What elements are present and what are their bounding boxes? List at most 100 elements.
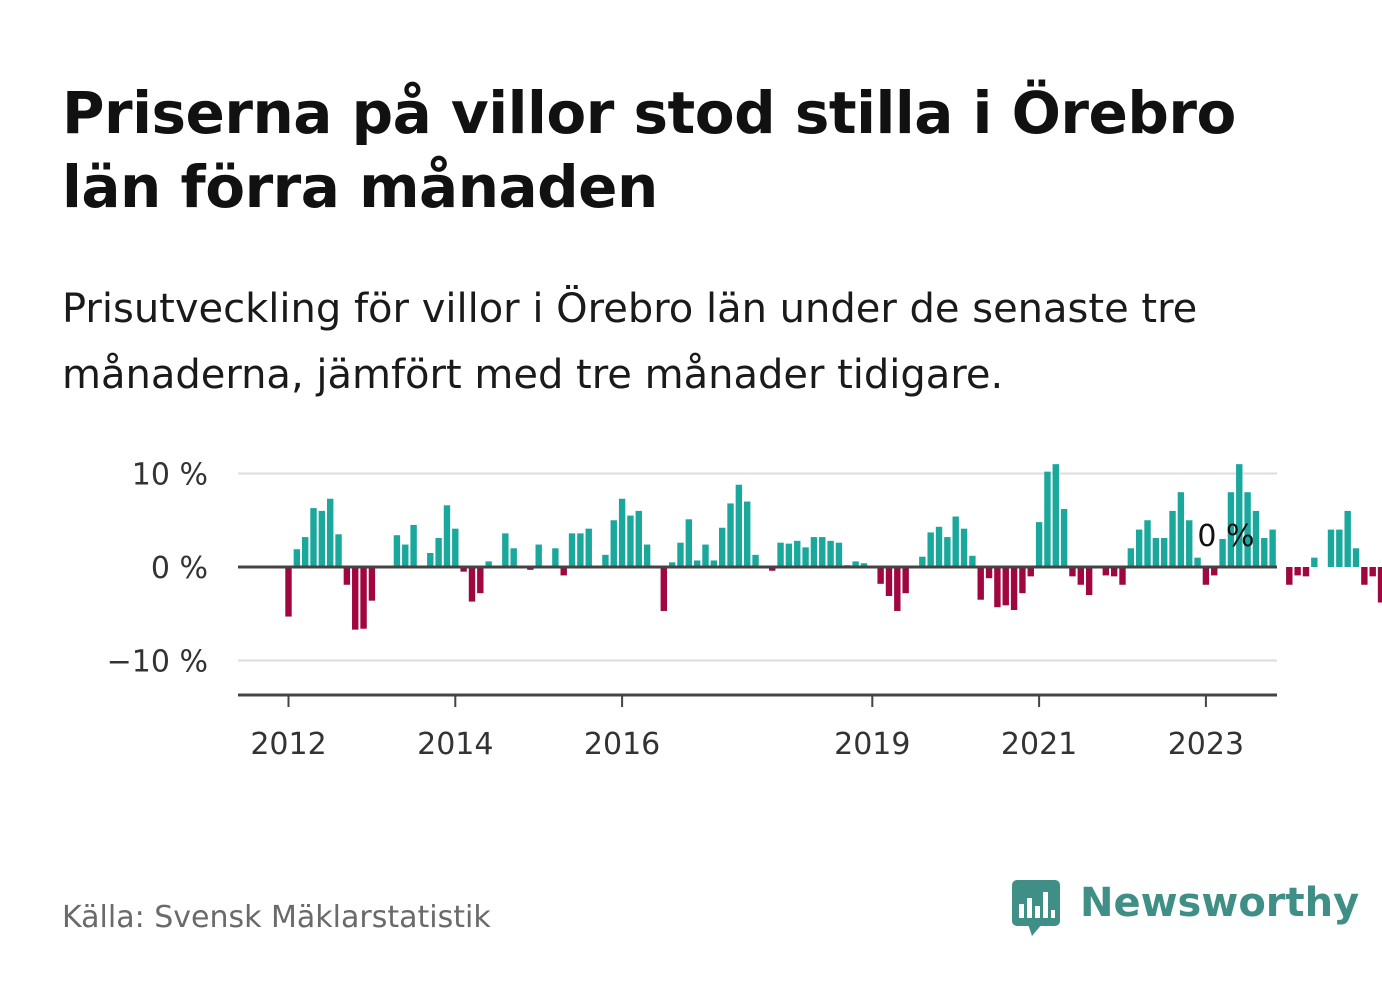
bar (1002, 567, 1009, 606)
bar (1060, 509, 1068, 567)
bar (1261, 538, 1268, 567)
bar (977, 567, 984, 600)
bar (785, 543, 793, 568)
bar-chart: 10 % 0 % −10 % 2012 2014 2016 2019 2021 2023 0 … (107, 458, 1382, 762)
bar (1085, 567, 1093, 596)
bar (802, 547, 809, 567)
bar (668, 562, 676, 567)
bar (1161, 538, 1168, 567)
bar (1269, 529, 1276, 567)
source-note: Källa: Svensk Mäklarstatistik (62, 900, 491, 935)
latest-value-label: 0 % (1197, 519, 1254, 554)
y-tick-label: −10 % (107, 645, 208, 680)
bar (952, 516, 959, 567)
bar (335, 534, 342, 568)
bar (1135, 529, 1143, 567)
bar (427, 552, 434, 567)
bar (1344, 510, 1351, 567)
bar (343, 567, 351, 585)
bar (293, 549, 301, 567)
bar (827, 540, 834, 567)
bar (643, 544, 651, 567)
bar (410, 524, 417, 567)
bar (1352, 548, 1360, 567)
bar (627, 515, 634, 567)
bar (360, 567, 367, 629)
bar (885, 567, 893, 596)
bar (602, 554, 609, 567)
bar (927, 532, 934, 567)
bar (744, 501, 751, 567)
bar (1052, 464, 1059, 567)
bar (1219, 538, 1226, 567)
x-tick-label: 2014 (417, 727, 493, 762)
newsworthy-icon (1012, 880, 1060, 936)
bar (477, 567, 484, 594)
bar (535, 544, 542, 567)
bar (510, 548, 517, 567)
bar (1077, 567, 1084, 585)
bar (718, 527, 726, 567)
bar (568, 533, 576, 567)
bar (769, 567, 776, 571)
bar (810, 537, 818, 567)
bar (960, 528, 968, 567)
x-tick-label: 2012 (250, 727, 326, 762)
bar (1202, 567, 1210, 585)
bar (944, 537, 951, 567)
bar (685, 519, 693, 567)
bar (1336, 529, 1343, 567)
bar (402, 544, 409, 567)
bar (1119, 567, 1126, 585)
x-tick-label: 2019 (834, 727, 910, 762)
bar (752, 554, 759, 567)
bar (902, 567, 909, 594)
bar (1244, 492, 1251, 567)
y-tick-label: 10 % (132, 458, 208, 493)
bar (1294, 567, 1301, 576)
bar (610, 520, 617, 567)
bar (1010, 567, 1018, 611)
bar (702, 544, 709, 567)
bar (777, 542, 784, 567)
bar (310, 508, 317, 567)
bar (919, 556, 926, 568)
bar (660, 567, 667, 611)
bar (877, 567, 884, 584)
bar (1252, 510, 1260, 567)
bar (552, 548, 559, 567)
bars (285, 464, 1382, 630)
bar (1110, 567, 1118, 577)
bar (894, 567, 901, 611)
bar (1127, 548, 1135, 567)
y-tick-label: 0 % (151, 551, 208, 586)
bar (368, 567, 376, 601)
bar (935, 526, 943, 567)
y-axis-labels: 10 % 0 % −10 % (107, 458, 208, 680)
bar (1035, 522, 1043, 567)
bar (460, 567, 467, 572)
bar (1177, 492, 1185, 567)
bar (1186, 520, 1193, 567)
bar (443, 505, 451, 567)
bar (1044, 471, 1051, 567)
bar (485, 561, 492, 567)
bar (1377, 567, 1382, 603)
bar (1211, 567, 1218, 576)
bar (1102, 567, 1110, 576)
bar (352, 567, 359, 630)
bar (860, 563, 868, 567)
bar (794, 540, 801, 567)
bar (468, 567, 476, 602)
bar (677, 542, 684, 567)
bar (318, 510, 326, 567)
bar (1369, 567, 1376, 577)
bar (327, 498, 334, 567)
bar (1069, 567, 1076, 577)
chart-subtitle: Prisutveckling för villor i Örebro län u… (62, 286, 1198, 398)
bar (285, 567, 292, 617)
bar (994, 567, 1001, 608)
bar (1361, 567, 1368, 585)
chart-title: Priserna på villor stod stilla i Örebro … (62, 79, 1236, 221)
bar (301, 537, 309, 567)
